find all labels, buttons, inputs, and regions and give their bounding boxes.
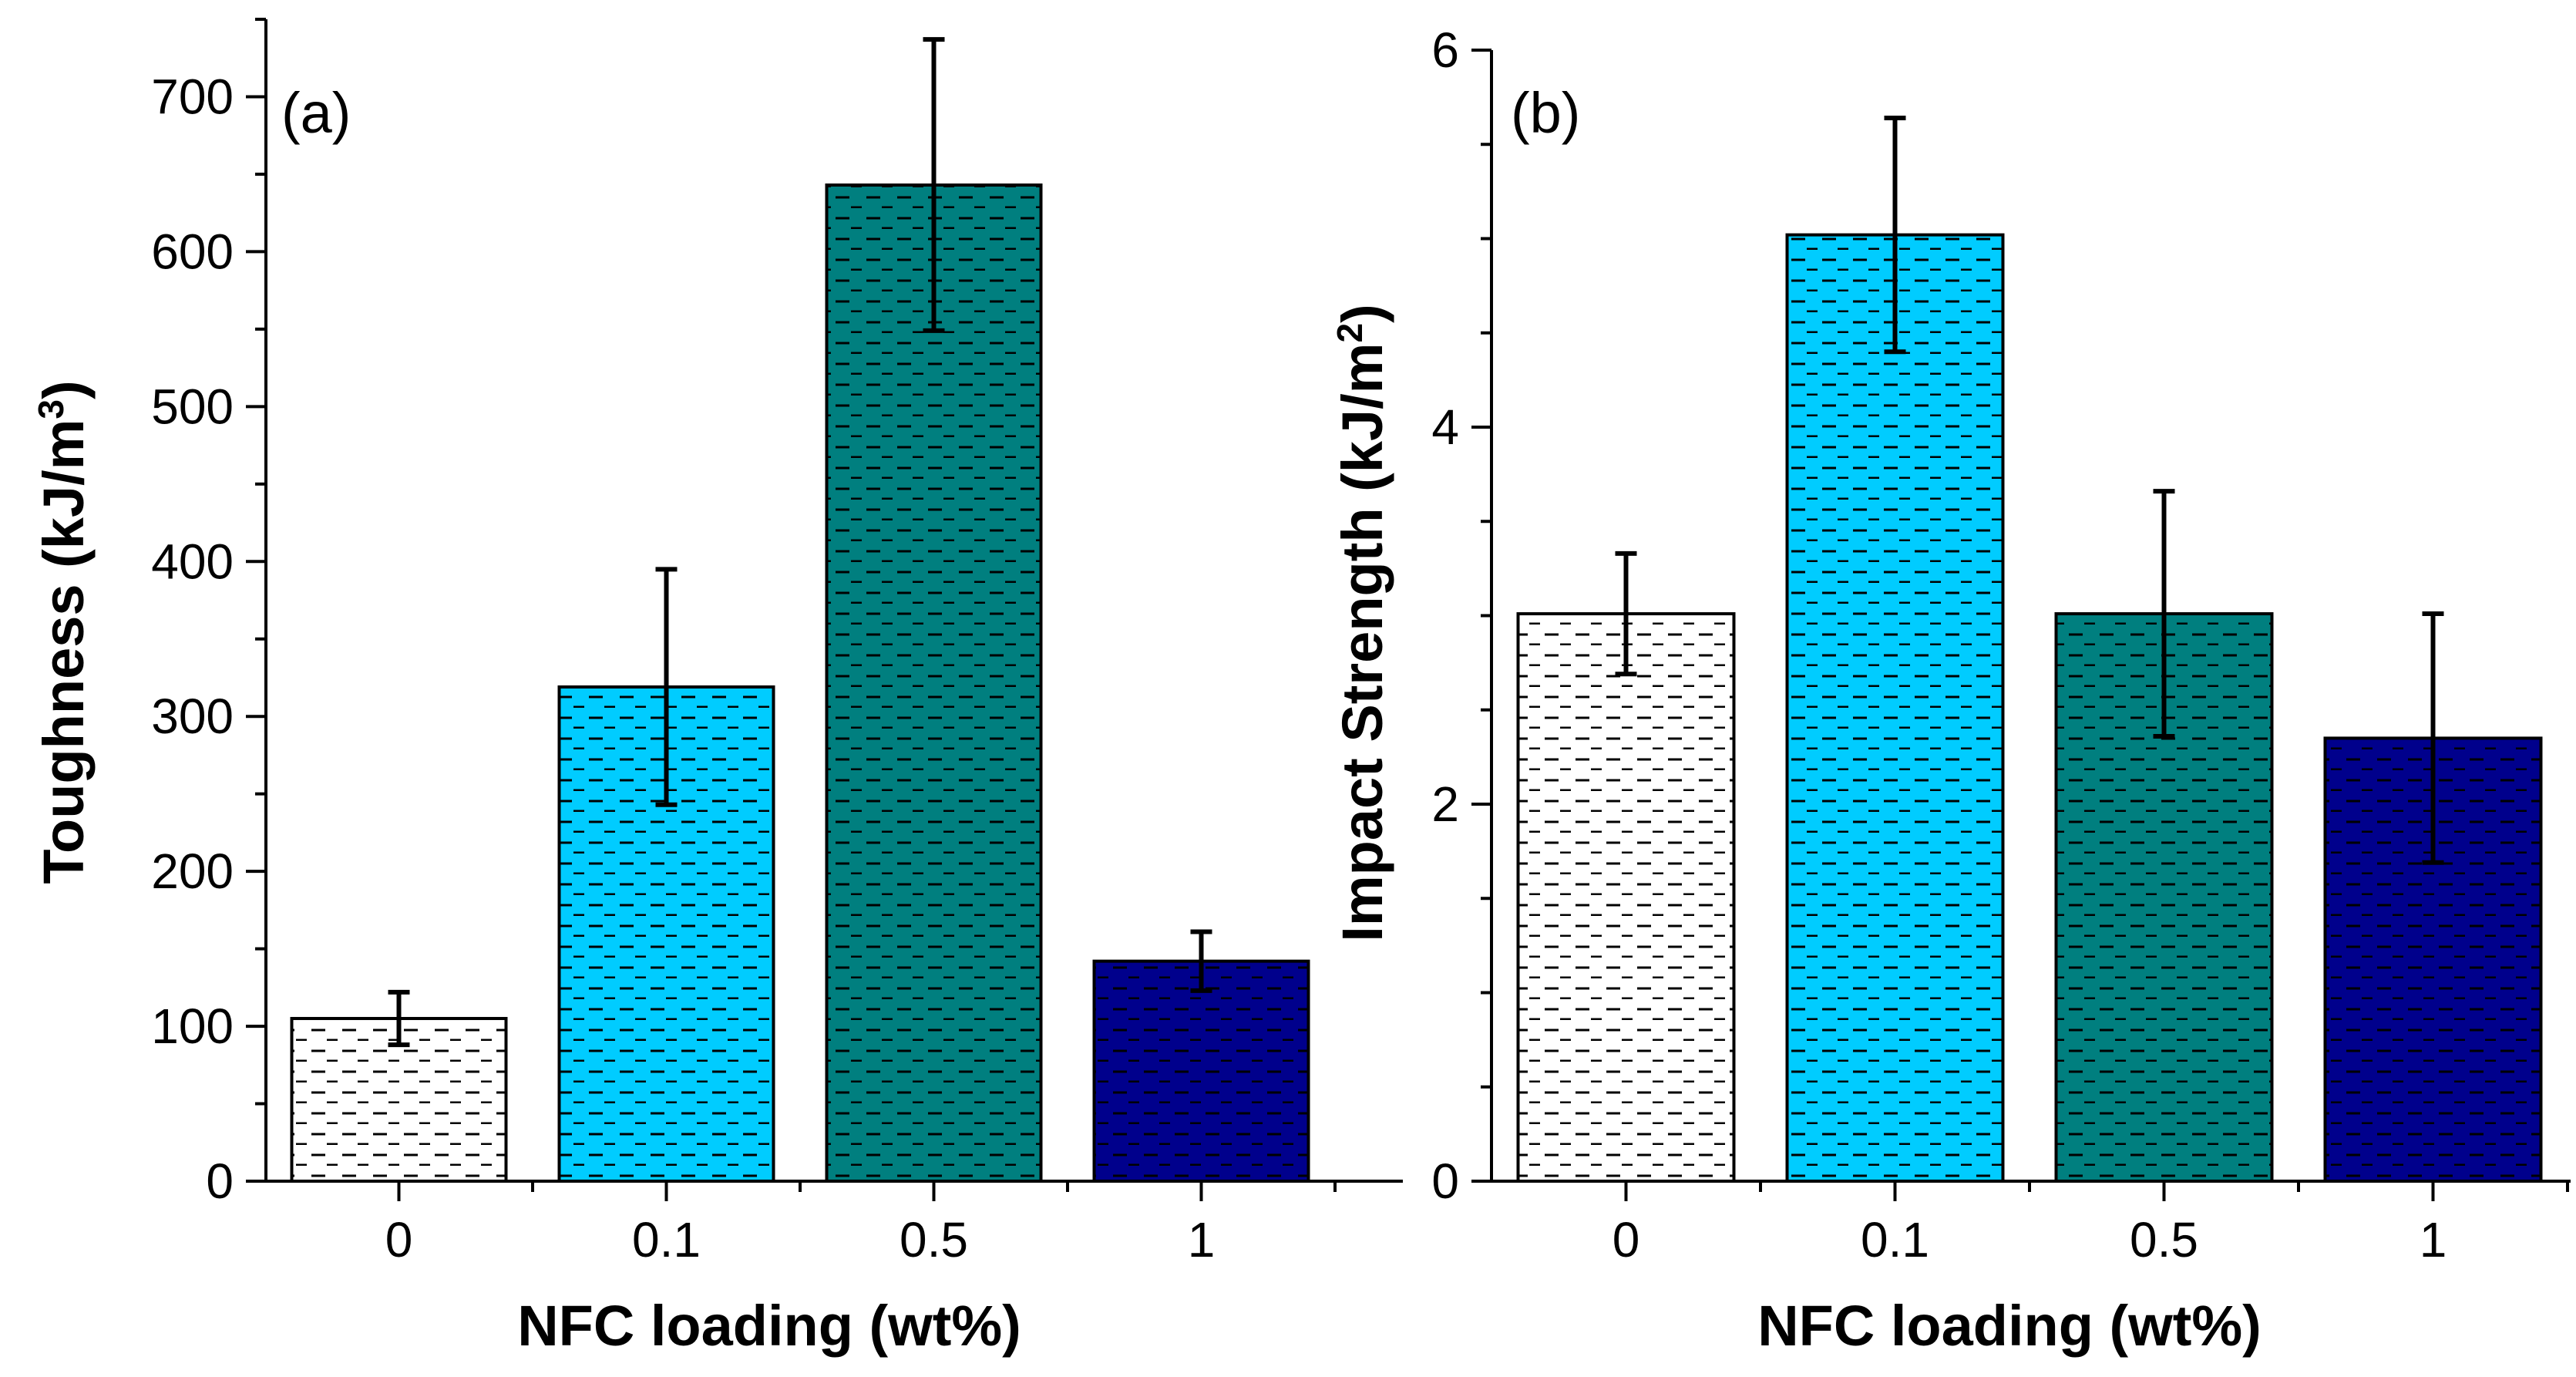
panel-a-x-tick-label: 0.1 [632, 1212, 701, 1268]
panel-a-y-tick-label: 100 [151, 998, 234, 1054]
panel-b-y-tick-label: 4 [1431, 399, 1459, 455]
panel-a-y-tick-label: 0 [206, 1153, 234, 1209]
panel-b-x-axis-title: NFC loading (wt%) [1757, 1294, 2262, 1358]
panel-b-bar [1516, 612, 1736, 1183]
panel-b-x-tick-label: 0.5 [2130, 1212, 2198, 1268]
panel-b-label: (b) [1511, 81, 1580, 145]
panel-a-y-axis-title: Toughness (kJ/m3) [31, 380, 96, 884]
panel-a-y-tick-label: 200 [151, 843, 234, 899]
panel-a-bars [290, 37, 1310, 1183]
panel-b-x-tick-label: 0.1 [1861, 1212, 1929, 1268]
panel-b-y-axis-title: Impact Strength (kJ/m2) [1330, 304, 1394, 941]
panel-b-y-tick-label: 0 [1431, 1153, 1459, 1209]
panel-a-x-tick-label: 0 [385, 1212, 413, 1268]
panel-b-impact-strength-chart: (b) NFC loading (wt%) Impact Strength (k… [1330, 22, 2571, 1358]
panel-a-x-axis-title: NFC loading (wt%) [517, 1294, 1021, 1358]
panel-a-toughness-chart: (a) NFC loading (wt%) Toughness (kJ/m3) … [31, 18, 1403, 1358]
panel-a-y-tick-label: 700 [151, 69, 234, 124]
panel-a-y-tick-label: 300 [151, 688, 234, 744]
panel-b-bar [1785, 233, 2005, 1183]
panel-b-y-tick-label: 2 [1431, 776, 1459, 832]
panel-a-y-tick-label: 600 [151, 224, 234, 279]
panel-a-y-tick-label: 400 [151, 534, 234, 589]
panel-b-bars [1516, 116, 2543, 1183]
panel-a-x-tick-label: 0.5 [900, 1212, 968, 1268]
panel-b-x-tick-label: 1 [2420, 1212, 2447, 1268]
panel-b-y-tick-label: 6 [1431, 22, 1459, 78]
panel-a-y-tick-label: 500 [151, 379, 234, 434]
panel-a-label: (a) [281, 81, 351, 145]
panel-b-x-tick-label: 0 [1613, 1212, 1640, 1268]
panel-a-bar [825, 183, 1043, 1183]
panel-a-x-tick-label: 1 [1188, 1212, 1216, 1268]
panel-a-bar [1092, 959, 1310, 1183]
